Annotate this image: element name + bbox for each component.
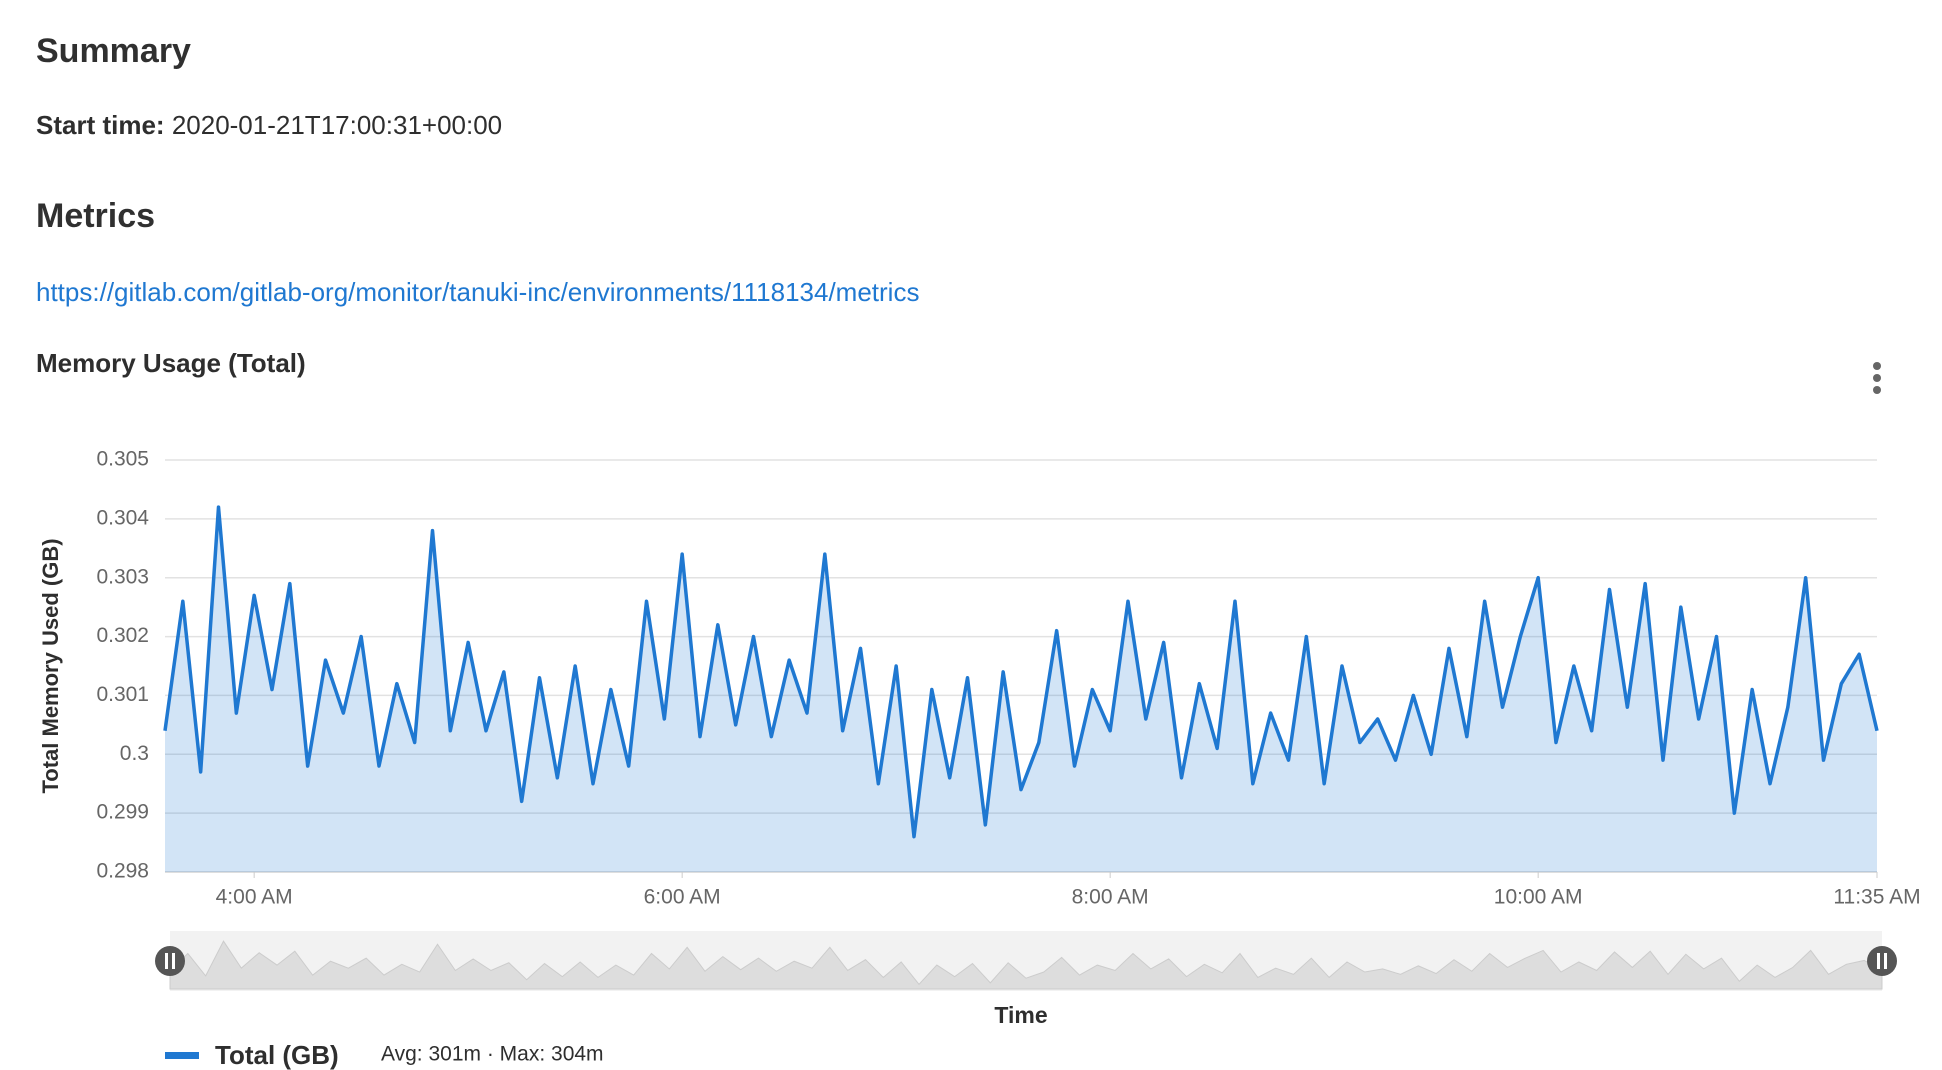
dot — [1873, 362, 1881, 370]
handle-grip — [1884, 953, 1887, 969]
y-tick-label: 0.301 — [96, 683, 149, 706]
start-time: Start time: 2020-01-21T17:00:31+00:00 — [36, 110, 502, 140]
y-tick-label: 0.305 — [96, 448, 149, 471]
handle-grip — [172, 953, 175, 969]
handle-grip — [1877, 953, 1880, 969]
x-axis-title: Time — [994, 1002, 1047, 1028]
handle-grip — [165, 953, 168, 969]
dot — [1873, 374, 1881, 382]
start-time-label: Start time: — [36, 110, 165, 140]
y-axis-title: Total Memory Used (GB) — [38, 538, 63, 793]
more-menu[interactable] — [1873, 362, 1881, 394]
y-tick-label: 0.302 — [96, 624, 149, 647]
zoom-handle[interactable] — [155, 946, 185, 976]
y-tick-label: 0.298 — [96, 860, 149, 883]
x-tick-label: 8:00 AM — [1072, 886, 1149, 909]
zoom-sparkline — [169, 940, 1883, 990]
x-tick-label: 10:00 AM — [1494, 886, 1583, 909]
chart-title: Memory Usage (Total) — [36, 348, 306, 378]
y-tick-label: 0.3 — [120, 742, 149, 765]
start-time-value: 2020-01-21T17:00:31+00:00 — [172, 110, 502, 140]
metrics-link[interactable]: https://gitlab.com/gitlab-org/monitor/ta… — [36, 277, 919, 307]
legend-stats: Avg: 301m · Max: 304m — [381, 1043, 604, 1066]
area — [165, 507, 1877, 872]
y-tick-label: 0.299 — [96, 801, 149, 824]
legend-swatch — [165, 1052, 199, 1059]
x-tick-label: 11:35 AM — [1833, 886, 1920, 909]
zoom-handle[interactable] — [1867, 946, 1897, 976]
x-tick-label: 4:00 AM — [216, 886, 293, 909]
handle-knob — [155, 946, 185, 976]
summary-title: Summary — [36, 32, 191, 70]
metrics-title: Metrics — [36, 197, 155, 235]
legend-label[interactable]: Total (GB) — [215, 1040, 339, 1070]
y-tick-label: 0.303 — [96, 565, 149, 588]
y-tick-label: 0.304 — [96, 506, 149, 529]
line — [163, 505, 1879, 839]
dot — [1873, 386, 1881, 394]
handle-knob — [1867, 946, 1897, 976]
x-tick-label: 6:00 AM — [644, 886, 721, 909]
